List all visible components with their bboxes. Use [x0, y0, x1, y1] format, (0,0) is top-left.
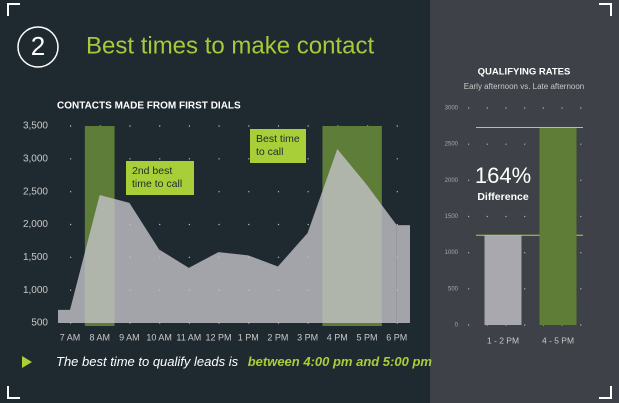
y-tick-label: 2,500: [23, 186, 48, 197]
footer-highlight: between 4:00 pm and 5:00 pm: [248, 354, 433, 369]
y-tick-label: 0: [455, 323, 459, 329]
x-tick-label: 1 - 2 PM: [487, 335, 519, 345]
y-tick-label: 2500: [445, 142, 459, 148]
x-tick-label: 10 AM: [146, 332, 172, 342]
x-tick-label: 2 PM: [267, 332, 288, 342]
x-tick-label: 6 PM: [386, 332, 407, 342]
y-tick-label: 3000: [445, 106, 459, 112]
bar: [539, 127, 577, 325]
chart-title: QUALIFYING RATES: [478, 67, 571, 78]
x-tick-label: 4 - 5 PM: [542, 335, 574, 345]
y-tick-label: 3,000: [23, 153, 48, 164]
step-number: 2: [31, 31, 45, 61]
footer-text: The best time to qualify leads is betwee…: [56, 354, 432, 369]
y-tick-label: 1,500: [23, 252, 48, 263]
x-tick-label: 5 PM: [356, 332, 377, 342]
x-tick-label: 7 AM: [60, 332, 81, 342]
x-tick-label: 11 AM: [176, 332, 201, 342]
x-tick-label: 4 PM: [327, 332, 348, 342]
difference-value: 164%: [475, 163, 531, 188]
difference-label: Difference: [477, 191, 529, 203]
y-tick-label: 2,000: [23, 219, 48, 230]
x-tick-label: 12 PM: [205, 332, 231, 342]
annotation: Best time to call: [250, 129, 306, 163]
step-circle: [17, 26, 59, 68]
y-tick-label: 1,000: [23, 285, 48, 296]
corner-brackets: [7, 3, 612, 399]
x-tick-label: 8 AM: [89, 332, 110, 342]
page-title: Best times to make contact: [86, 32, 374, 59]
y-tick-label: 1000: [445, 250, 459, 256]
y-tick-label: 2000: [445, 178, 459, 184]
annotation: 2nd best time to call: [126, 161, 194, 195]
y-tick-label: 500: [448, 286, 459, 292]
chart-subtitle: Early afternoon vs. Late afternoon: [464, 82, 585, 91]
x-tick-label: 1 PM: [238, 332, 259, 342]
x-tick-label: 3 PM: [297, 332, 318, 342]
y-tick-label: 3,500: [23, 121, 48, 132]
footer-arrow: [22, 356, 32, 368]
footer-lead: The best time to qualify leads is: [56, 354, 239, 369]
bar: [484, 235, 522, 325]
chart-title: CONTACTS MADE FROM FIRST DIALS: [57, 101, 241, 112]
y-tick-label: 500: [31, 318, 48, 329]
area: [70, 148, 397, 323]
right-panel: [430, 0, 619, 403]
y-tick-label: 1500: [445, 214, 459, 220]
x-tick-label: 9 AM: [119, 332, 140, 342]
area-edge: [396, 225, 410, 323]
area-edge: [58, 309, 70, 323]
